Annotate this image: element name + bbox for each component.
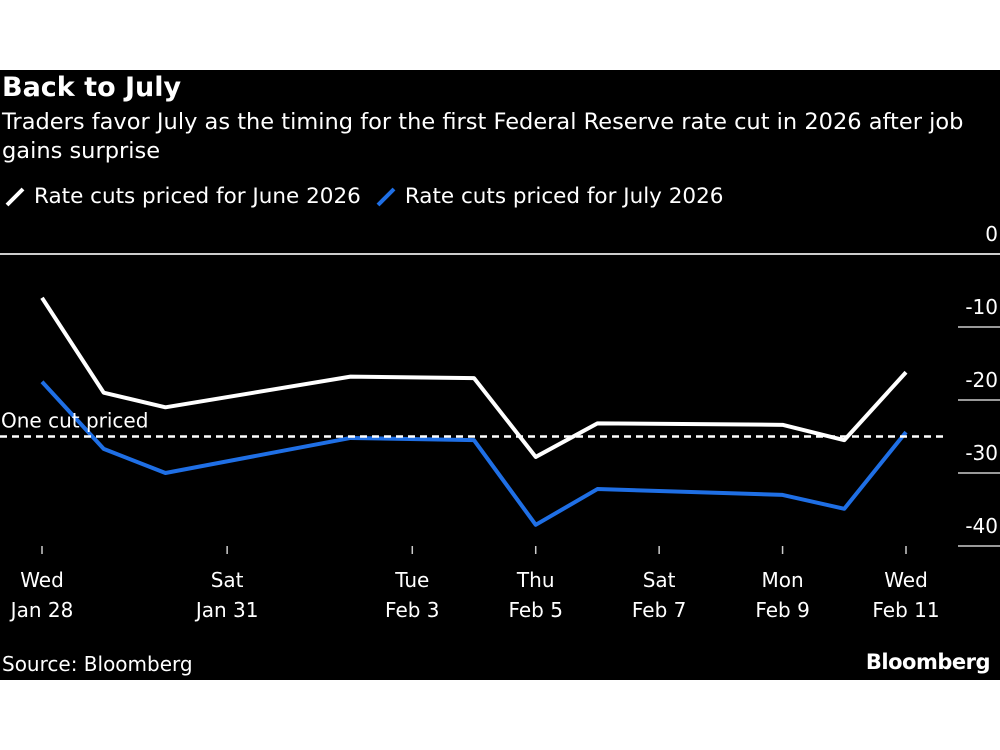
line-chart: 0 -10 -20 -30 -40 Wed Jan 28 Sat Jan 31 Tue Feb 3 T… bbox=[0, 222, 1000, 622]
y-tick-label: 0 bbox=[985, 222, 998, 246]
x-tick-day: Sat bbox=[211, 568, 244, 592]
x-tick-day: Thu bbox=[516, 568, 555, 592]
legend-swatch-july-icon bbox=[376, 187, 396, 206]
source-note: Source: Bloomberg bbox=[2, 652, 193, 676]
x-tick-label: Feb 7 bbox=[632, 598, 687, 622]
y-tick-label: -40 bbox=[965, 514, 998, 538]
legend-item-july: Rate cuts priced for July 2026 bbox=[375, 184, 724, 209]
bloomberg-logo: Bloomberg bbox=[865, 650, 991, 674]
x-tick-label: Jan 31 bbox=[194, 598, 259, 622]
x-tick-label: Feb 5 bbox=[508, 598, 563, 622]
x-tick-label: Feb 11 bbox=[872, 598, 939, 622]
x-tick-label: Feb 9 bbox=[755, 598, 810, 622]
x-tick-day: Mon bbox=[761, 568, 803, 592]
y-tick-label: -30 bbox=[965, 441, 998, 465]
x-tick-label: Jan 28 bbox=[9, 598, 74, 622]
chart-subtitle: Traders favor July as the timing for the… bbox=[2, 109, 964, 164]
chart-title: Back to July bbox=[2, 72, 182, 103]
x-tick-day: Wed bbox=[884, 568, 928, 592]
legend-item-june: Rate cuts priced for June 2026 bbox=[4, 184, 361, 209]
legend-label-july: Rate cuts priced for July 2026 bbox=[404, 184, 724, 209]
x-tick-day: Wed bbox=[20, 568, 64, 592]
x-tick-day: Sat bbox=[643, 568, 676, 592]
chart-panel: Back to July Traders favor July as the t… bbox=[0, 70, 1000, 680]
y-tick-label: -20 bbox=[965, 368, 998, 392]
one-cut-label: One cut priced bbox=[1, 409, 148, 433]
legend-swatch-june-icon bbox=[5, 187, 25, 206]
series-line-july bbox=[40, 380, 908, 527]
x-tick-day: Tue bbox=[394, 568, 429, 592]
y-tick-label: -10 bbox=[965, 295, 998, 319]
x-tick-label: Feb 3 bbox=[385, 598, 440, 622]
legend-label-june: Rate cuts priced for June 2026 bbox=[34, 184, 361, 209]
series-line-june bbox=[40, 296, 908, 459]
legend: Rate cuts priced for June 2026 Rate cuts… bbox=[4, 184, 737, 209]
